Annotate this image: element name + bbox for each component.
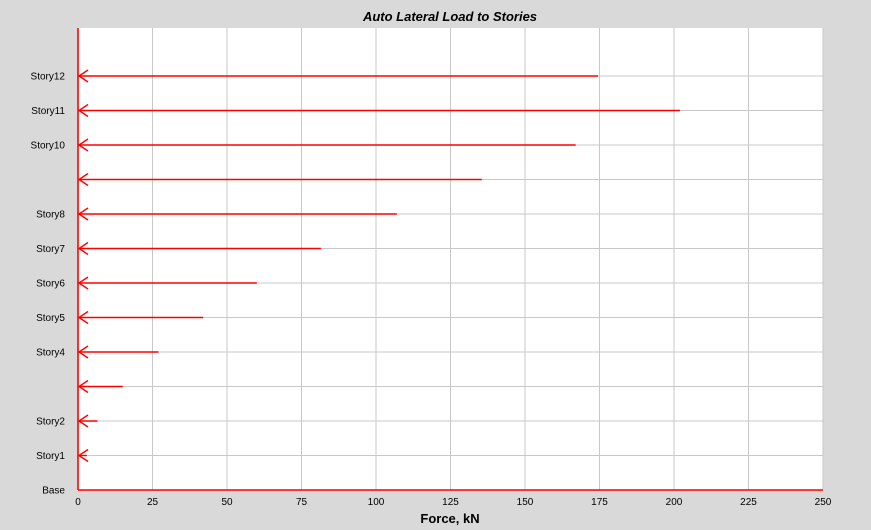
force-arrowhead (77, 69, 89, 83)
y-tick-label: Story7 (36, 244, 65, 255)
x-tick-label: 125 (442, 497, 459, 508)
x-axis-label: Force, kN (420, 511, 479, 526)
y-tick-label: Story10 (31, 141, 66, 152)
y-tick-label: Story5 (36, 313, 65, 324)
x-tick-label: 225 (740, 497, 757, 508)
force-arrowhead (77, 241, 89, 256)
y-tick-labels: Base Story1 Story2 Story4 Story5 Story6 Story7… (31, 72, 66, 497)
force-arrowhead (77, 448, 89, 463)
force-arrowhead (77, 379, 89, 394)
force-arrowhead (77, 207, 89, 221)
y-tick-label: Story8 (36, 210, 65, 221)
y-tick-label: Base (42, 486, 65, 497)
y-tick-label: Story12 (31, 72, 66, 83)
x-tick-label: 100 (368, 497, 385, 508)
force-arrowhead (77, 103, 89, 118)
x-tick-label: 25 (147, 497, 159, 508)
x-tick-label: 150 (517, 497, 534, 508)
force-arrowhead (77, 310, 89, 325)
y-tick-label: Story6 (36, 279, 65, 290)
x-tick-label: 0 (75, 497, 81, 508)
force-arrowhead (77, 414, 89, 428)
y-tick-label: Story1 (36, 451, 65, 462)
x-tick-label: 250 (815, 497, 832, 508)
x-tick-label: 200 (666, 497, 683, 508)
force-arrowhead (77, 138, 89, 152)
y-tick-label: Story11 (31, 106, 65, 117)
y-tick-label: Story2 (36, 417, 65, 428)
x-tick-labels: 0 25 50 75 100 125 150 175 200 225 250 (75, 497, 832, 508)
chart-title: Auto Lateral Load to Stories (362, 9, 537, 24)
x-tick-label: 175 (591, 497, 608, 508)
bars (77, 69, 680, 463)
x-tick-label: 75 (296, 497, 308, 508)
force-arrowhead (77, 276, 89, 290)
force-arrowhead (77, 345, 89, 359)
x-tick-label: 50 (221, 497, 233, 508)
y-tick-label: Story4 (36, 348, 65, 359)
force-arrowhead (77, 172, 89, 187)
